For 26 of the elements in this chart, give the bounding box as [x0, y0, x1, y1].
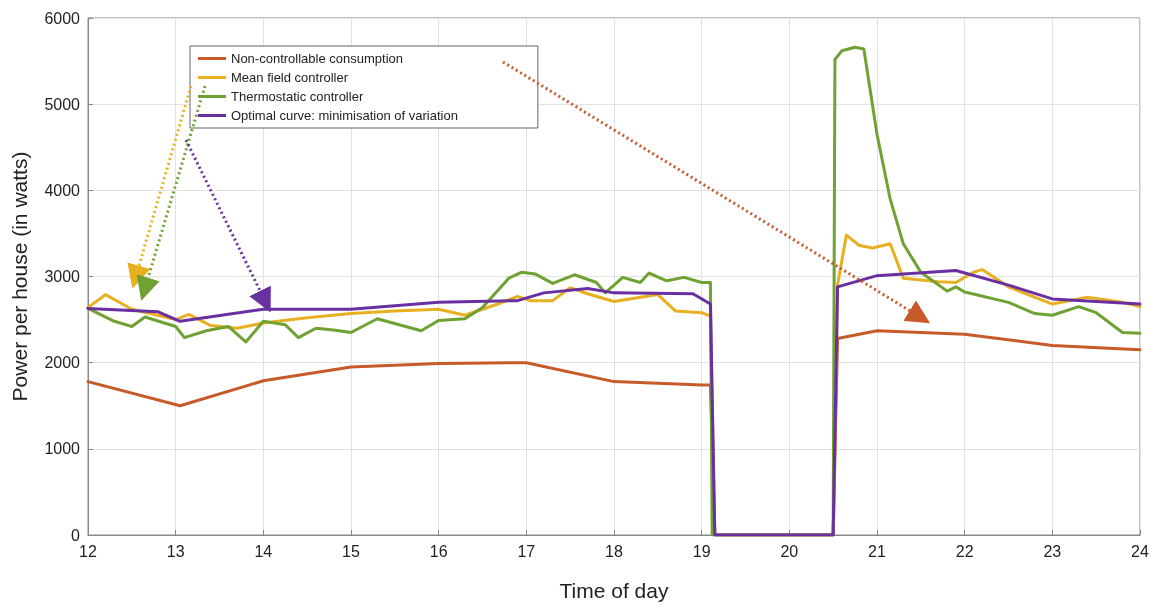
x-tick-label: 12 — [79, 542, 97, 560]
x-tick-label: 23 — [1043, 542, 1062, 560]
x-tick-label: 16 — [429, 542, 448, 560]
y-tick-label: 5000 — [44, 95, 81, 113]
x-axis-title: Time of day — [559, 579, 669, 602]
y-tick-label: 1000 — [44, 440, 81, 458]
y-tick-label: 3000 — [44, 268, 81, 285]
x-tick-label: 13 — [166, 542, 185, 560]
x-tick-label: 21 — [868, 542, 886, 560]
legend-label: Optimal curve: minimisation of variation — [231, 108, 458, 123]
legend-label: Mean field controller — [231, 70, 349, 85]
y-tick-label: 0 — [71, 526, 81, 544]
legend-label: Thermostatic controller — [231, 89, 364, 104]
x-tick-label: 17 — [517, 542, 536, 560]
y-tick-label: 2000 — [44, 354, 81, 372]
x-tick-label: 19 — [692, 542, 711, 560]
x-tick-label: 14 — [254, 542, 273, 560]
legend-label: Non-controllable consumption — [231, 51, 403, 66]
x-tick-label: 15 — [342, 542, 360, 560]
y-tick-label: 6000 — [44, 9, 81, 27]
x-tick-label: 20 — [780, 542, 799, 560]
y-tick-label: 4000 — [44, 181, 81, 199]
x-tick-label: 18 — [605, 542, 623, 560]
y-axis-title: Power per house (in watts) — [8, 151, 31, 402]
x-tick-label: 24 — [1131, 542, 1149, 560]
x-tick-label: 22 — [955, 542, 974, 560]
